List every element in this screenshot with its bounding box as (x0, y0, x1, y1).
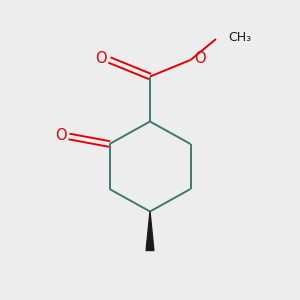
Text: O: O (194, 51, 205, 66)
Text: CH₃: CH₃ (228, 31, 251, 44)
Text: O: O (55, 128, 66, 142)
Polygon shape (146, 212, 154, 250)
Text: O: O (95, 51, 106, 66)
